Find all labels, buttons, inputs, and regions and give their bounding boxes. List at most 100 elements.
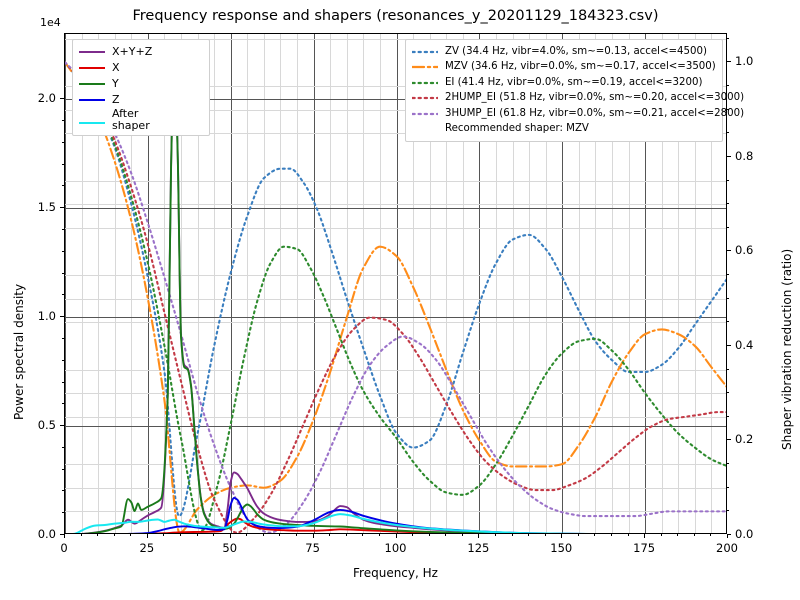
shaper-curve-zv <box>65 61 726 518</box>
legend-label: Y <box>112 77 119 90</box>
legend-item-psd[interactable]: Y <box>79 76 203 92</box>
legend-swatch-icon <box>79 117 105 129</box>
grid-line <box>65 208 726 210</box>
x-tick <box>345 534 347 536</box>
y-tick-label-right: 1.0 <box>735 54 754 69</box>
x-tick <box>644 534 646 538</box>
x-tick <box>395 534 397 538</box>
shaper-curve-mzv <box>65 61 726 533</box>
y-tick-left <box>62 120 64 122</box>
x-tick <box>494 534 496 536</box>
y-tick-left <box>60 316 64 318</box>
legend-item-psd[interactable]: Z <box>79 92 203 108</box>
grid-line <box>65 322 726 324</box>
grid-line <box>214 34 216 533</box>
y-tick-left <box>62 381 64 383</box>
legend-item-shaper[interactable]: ZV (34.4 Hz, vibr=4.0%, sm~=0.13, accel<… <box>412 44 716 60</box>
grid-line <box>65 85 726 87</box>
y-tick-right <box>727 321 729 323</box>
grid-line <box>131 34 133 533</box>
legend-item-psd[interactable]: X <box>79 60 203 76</box>
legend-item-shaper[interactable]: 3HUMP_EI (61.8 Hz, vibr=0.0%, sm~=0.21, … <box>412 106 744 122</box>
grid-line <box>230 34 232 533</box>
legend-label: ZV (34.4 Hz, vibr=4.0%, sm~=0.13, accel<… <box>445 45 707 57</box>
y-tick-right <box>727 274 729 276</box>
legend-item-shaper[interactable]: MZV (34.6 Hz, vibr=0.0%, sm~=0.17, accel… <box>412 60 716 76</box>
x-tick-label: 125 <box>467 541 490 555</box>
x-tick <box>163 534 165 536</box>
x-tick-label: 100 <box>384 541 407 555</box>
legend-shapers: ZV (34.4 Hz, vibr=4.0%, sm~=0.13, accel<… <box>405 39 744 142</box>
x-tick <box>196 534 198 536</box>
legend-item-psd[interactable]: After shaper <box>79 108 203 131</box>
y-tick-left <box>62 359 64 361</box>
x-tick <box>445 534 447 536</box>
x-tick <box>97 534 99 536</box>
grid-line <box>65 298 726 300</box>
psd-curve-x <box>142 517 504 533</box>
legend-label: After shaper <box>112 107 150 132</box>
x-tick <box>727 534 728 538</box>
x-tick <box>412 534 414 536</box>
grid-line <box>628 34 630 533</box>
grid-line <box>595 34 597 533</box>
y-tick-right <box>727 510 729 512</box>
legend-psd: X+Y+Z X Y Z After shaper <box>72 39 210 136</box>
x-tick-label: 75 <box>305 541 320 555</box>
legend-swatch-icon <box>79 78 105 90</box>
grid-line <box>661 34 663 533</box>
x-tick <box>378 534 380 536</box>
grid-line <box>65 393 726 395</box>
shaper-curve-3hump_ei <box>65 61 726 533</box>
x-tick-label: 150 <box>550 541 573 555</box>
x-tick <box>296 534 298 536</box>
grid-line <box>330 34 332 533</box>
x-tick <box>677 534 679 536</box>
x-tick <box>64 534 65 538</box>
y-tick-right <box>727 155 731 157</box>
y-tick-label-left: 0.5 <box>37 418 56 433</box>
y-tick-right <box>727 486 729 488</box>
legend-label: X <box>112 61 120 74</box>
y-tick-right <box>727 297 729 299</box>
y-tick-left <box>62 294 64 296</box>
grid-line <box>164 34 166 533</box>
grid-line <box>562 34 564 533</box>
legend-item-shaper[interactable]: 2HUMP_EI (51.8 Hz, vibr=0.0%, sm~=0.20, … <box>412 91 744 107</box>
grid-line <box>578 34 580 533</box>
y-tick-label-left: 2.0 <box>37 91 56 106</box>
grid-line <box>98 34 100 533</box>
grid-line <box>65 426 726 428</box>
y-tick-left <box>60 98 64 100</box>
grid-line <box>65 369 726 371</box>
grid-line <box>346 34 348 533</box>
y-tick-left <box>60 534 64 535</box>
legend-item-shaper[interactable]: EI (41.4 Hz, vibr=0.0%, sm~=0.19, accel<… <box>412 75 716 91</box>
grid-line <box>645 34 647 533</box>
psd-curve-after-shaper <box>72 513 577 533</box>
x-tick <box>130 534 132 536</box>
grid-line <box>181 34 183 533</box>
y-tick-right <box>727 226 729 228</box>
grid-line <box>429 34 431 533</box>
grid-line <box>197 34 199 533</box>
grid-line <box>65 487 726 489</box>
y-tick-label-right: 0.0 <box>735 527 754 541</box>
y-axis-label-right: Shaper vibration reduction (ratio) <box>780 248 794 450</box>
x-tick <box>594 534 596 536</box>
legend-recommended-shaper: Recommended shaper: MZV <box>412 122 716 138</box>
y-tick-label-right: 0.6 <box>735 243 754 258</box>
x-tick <box>262 534 264 536</box>
legend-swatch-icon <box>412 92 438 104</box>
y-tick-label-right: 0.2 <box>735 432 754 447</box>
grid-line <box>512 34 514 533</box>
legend-item-psd[interactable]: X+Y+Z <box>79 44 203 60</box>
grid-line <box>711 34 713 533</box>
x-tick <box>693 534 695 536</box>
x-axis-label: Frequency, Hz <box>353 566 438 580</box>
x-tick <box>461 534 463 536</box>
x-tick-label: 0 <box>60 541 68 555</box>
x-tick <box>627 534 629 536</box>
grid-line <box>65 275 726 277</box>
y-tick-label-left: 1.5 <box>37 200 56 215</box>
